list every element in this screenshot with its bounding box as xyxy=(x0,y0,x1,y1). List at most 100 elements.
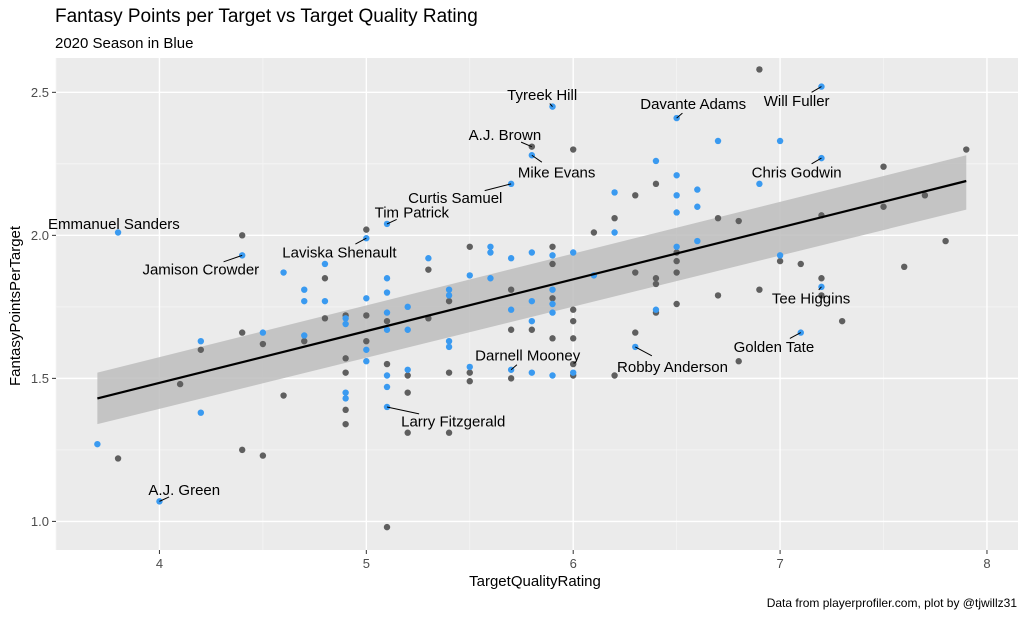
other-season-point xyxy=(880,163,887,170)
axes: 4 5 6 7 8 1.0 1.5 2.0 2.5 xyxy=(31,85,991,571)
season-2020-point xyxy=(197,337,205,345)
other-season-point xyxy=(921,192,929,199)
x-tick-label: 8 xyxy=(983,556,990,571)
other-season-point xyxy=(942,237,949,245)
trend-line-layer xyxy=(97,179,967,400)
season-2020-point xyxy=(342,315,349,322)
season-2020-point xyxy=(673,172,680,179)
other-season-point xyxy=(735,217,742,225)
player-label: Darnell Mooney xyxy=(475,347,581,364)
season-2020-point xyxy=(383,372,391,379)
season-2020-point xyxy=(445,337,453,345)
y-tick-label: 2.5 xyxy=(31,85,49,100)
label-leader-line xyxy=(520,141,533,148)
season-2020-point xyxy=(694,237,701,245)
season-2020-point xyxy=(528,317,536,325)
other-season-point xyxy=(528,326,536,333)
other-season-point xyxy=(321,275,329,282)
season-2020-point xyxy=(570,249,577,256)
player-label: Robby Anderson xyxy=(617,359,728,376)
season-2020-point xyxy=(94,440,101,448)
other-season-point xyxy=(342,420,349,428)
season-2020-point xyxy=(507,306,515,313)
season-2020-point xyxy=(570,369,577,376)
label-leader-line xyxy=(789,332,802,339)
other-seasons-points xyxy=(114,66,970,531)
season-2020-point xyxy=(383,383,391,391)
season-2020-point xyxy=(280,269,287,276)
season-2020-point xyxy=(342,395,349,402)
other-season-point xyxy=(259,340,267,348)
other-season-point xyxy=(238,329,246,336)
season-2020-point xyxy=(383,275,391,282)
label-leader-line xyxy=(549,103,553,107)
season-2020-point xyxy=(694,186,701,193)
season-2020-point xyxy=(549,372,556,379)
player-label: Tim Patrick xyxy=(375,204,450,221)
other-season-point xyxy=(652,275,660,282)
player-label: Will Fuller xyxy=(764,93,830,110)
season-2020-point xyxy=(487,275,494,282)
other-season-point xyxy=(963,146,970,153)
other-season-point xyxy=(714,214,722,222)
other-season-point xyxy=(570,335,577,342)
season-2020-point xyxy=(445,343,453,351)
label-leader-line xyxy=(510,364,518,371)
season-2020-point xyxy=(342,320,349,328)
x-tick-label: 7 xyxy=(776,556,783,571)
player-label: A.J. Brown xyxy=(469,127,542,144)
season-2020-point xyxy=(673,209,680,216)
season-2020-point xyxy=(611,229,618,236)
other-season-point xyxy=(632,192,639,199)
other-season-point xyxy=(570,317,577,325)
other-season-point xyxy=(818,292,825,299)
other-season-point xyxy=(652,280,660,288)
x-tick-label: 5 xyxy=(363,556,370,571)
label-leader-line xyxy=(223,254,243,263)
season-2020-point xyxy=(528,249,536,256)
season-2020-point xyxy=(383,326,391,333)
season-2020-point xyxy=(673,192,680,199)
season-2020-point xyxy=(673,243,680,250)
label-leader-line xyxy=(386,219,397,225)
other-season-point xyxy=(570,146,577,153)
chart-title: Fantasy Points per Target vs Target Qual… xyxy=(55,6,478,27)
other-season-point xyxy=(838,317,846,325)
season-2020-point xyxy=(549,300,556,308)
other-season-point xyxy=(507,326,515,333)
season-2020-point xyxy=(342,389,349,396)
season-2020-point xyxy=(383,309,391,316)
season-2020-point xyxy=(776,252,784,259)
label-leader-line xyxy=(355,237,367,245)
season-2020-point xyxy=(776,137,784,145)
other-season-point xyxy=(383,523,391,531)
other-season-point xyxy=(797,260,804,268)
y-axis-label: FantasyPointsPerTarget xyxy=(7,225,24,386)
season-2020-point xyxy=(363,346,370,353)
other-season-point xyxy=(445,429,453,436)
other-season-point xyxy=(383,360,391,368)
season-2020-point xyxy=(466,363,473,371)
label-leader-line xyxy=(159,496,170,502)
other-season-point xyxy=(549,260,556,268)
x-axis-label: TargetQualityRating xyxy=(469,573,601,590)
season-2020-point xyxy=(756,180,763,188)
season-2020-point xyxy=(404,326,411,333)
season-2020-point xyxy=(714,137,722,145)
label-leader-line xyxy=(635,346,653,357)
other-season-point xyxy=(549,243,556,250)
season-2020-point xyxy=(259,329,267,336)
other-season-point xyxy=(404,429,411,436)
other-season-point xyxy=(466,378,473,385)
other-season-point xyxy=(632,329,639,336)
other-season-point xyxy=(114,455,122,462)
label-leader-line xyxy=(531,154,543,163)
other-season-point xyxy=(673,257,680,265)
other-season-point xyxy=(280,392,287,399)
other-season-point xyxy=(570,360,577,368)
other-season-point xyxy=(445,369,453,376)
other-season-point xyxy=(570,306,577,313)
label-leader-line xyxy=(386,406,420,415)
other-season-point xyxy=(238,446,246,454)
